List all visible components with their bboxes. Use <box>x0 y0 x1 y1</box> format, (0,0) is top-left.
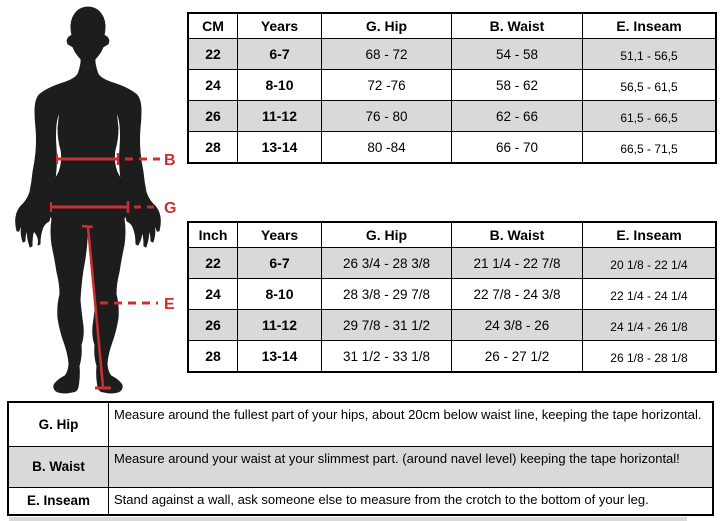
hip-cell: 28 3/8 - 29 7/8 <box>321 278 452 310</box>
label-g: G <box>164 200 176 217</box>
inch-row-26: 26 11-12 29 7/8 - 31 1/2 24 3/8 - 26 24 … <box>187 309 717 341</box>
waist-cell: 26 - 27 1/2 <box>451 340 583 373</box>
years-cell: 11-12 <box>237 100 322 132</box>
hip-cell: 80 -84 <box>321 131 452 164</box>
hip-cell: 68 - 72 <box>321 38 452 70</box>
waist-cell: 66 - 70 <box>451 131 583 164</box>
hip-cell: 29 7/8 - 31 1/2 <box>321 309 452 341</box>
inseam-cell: 51,1 - 56,5 <box>582 38 717 70</box>
definition-description: Stand against a wall, ask someone else t… <box>108 486 714 516</box>
measurement-definitions-table: G. Hip Measure around the fullest part o… <box>7 401 714 516</box>
definition-description: Measure around your waist at your slimme… <box>108 445 714 488</box>
inseam-cell: 66,5 - 71,5 <box>582 131 717 164</box>
definition-term: E. Inseam <box>7 486 109 516</box>
column-header-years: Years <box>237 12 322 39</box>
size-cell: 28 <box>187 340 238 373</box>
waist-cell: 62 - 66 <box>451 100 583 132</box>
size-cell: 26 <box>187 100 238 132</box>
inseam-cell: 20 1/8 - 22 1/4 <box>582 247 717 279</box>
waist-cell: 54 - 58 <box>451 38 583 70</box>
size-cell: 28 <box>187 131 238 164</box>
years-cell: 8-10 <box>237 278 322 310</box>
inch-header-row: Inch Years G. Hip B. Waist E. Inseam <box>187 221 717 248</box>
years-cell: 13-14 <box>237 340 322 373</box>
size-cell: 22 <box>187 247 238 279</box>
inch-row-28: 28 13-14 31 1/2 - 33 1/8 26 - 27 1/2 26 … <box>187 340 717 373</box>
cropped-next-row-strip <box>9 517 687 521</box>
years-cell: 13-14 <box>237 131 322 164</box>
hip-cell: 31 1/2 - 33 1/8 <box>321 340 452 373</box>
body-silhouette-graphic: B G E <box>15 6 176 394</box>
column-header-inseam: E. Inseam <box>582 12 717 39</box>
inseam-measure-line-e <box>81 224 158 390</box>
waist-cell: 22 7/8 - 24 3/8 <box>451 278 583 310</box>
cm-header-row: CM Years G. Hip B. Waist E. Inseam <box>187 12 717 39</box>
inseam-cell: 22 1/4 - 24 1/4 <box>582 278 717 310</box>
column-header-inseam: E. Inseam <box>582 221 717 248</box>
label-b: B <box>164 152 176 169</box>
waist-cell: 58 - 62 <box>451 69 583 101</box>
hip-cell: 72 -76 <box>321 69 452 101</box>
column-header-inch: Inch <box>187 221 238 248</box>
column-header-hip: G. Hip <box>321 221 452 248</box>
cm-row-22: 22 6-7 68 - 72 54 - 58 51,1 - 56,5 <box>187 38 717 70</box>
definition-row-inseam: E. Inseam Stand against a wall, ask some… <box>7 486 714 516</box>
waist-cell: 24 3/8 - 26 <box>451 309 583 341</box>
column-header-years: Years <box>237 221 322 248</box>
cm-row-24: 24 8-10 72 -76 58 - 62 56,5 - 61,5 <box>187 69 717 101</box>
human-silhouette-shape <box>15 6 161 394</box>
years-cell: 6-7 <box>237 38 322 70</box>
definition-term: G. Hip <box>7 401 109 447</box>
inseam-cell: 26 1/8 - 28 1/8 <box>582 340 717 373</box>
years-cell: 8-10 <box>237 69 322 101</box>
definition-row-hip: G. Hip Measure around the fullest part o… <box>7 401 714 447</box>
column-header-waist: B. Waist <box>451 221 583 248</box>
inseam-cell: 56,5 - 61,5 <box>582 69 717 101</box>
definition-row-waist: B. Waist Measure around your waist at yo… <box>7 445 714 488</box>
definition-term: B. Waist <box>7 445 109 488</box>
size-cell: 26 <box>187 309 238 341</box>
size-cell: 24 <box>187 278 238 310</box>
definition-description: Measure around the fullest part of your … <box>108 401 714 447</box>
cm-row-26: 26 11-12 76 - 80 62 - 66 61,5 - 66,5 <box>187 100 717 132</box>
cm-row-28: 28 13-14 80 -84 66 - 70 66,5 - 71,5 <box>187 131 717 164</box>
inch-row-22: 22 6-7 26 3/4 - 28 3/8 21 1/4 - 22 7/8 2… <box>187 247 717 279</box>
body-measurement-figure: B G E <box>0 0 185 400</box>
waist-cell: 21 1/4 - 22 7/8 <box>451 247 583 279</box>
years-cell: 6-7 <box>237 247 322 279</box>
hip-cell: 26 3/4 - 28 3/8 <box>321 247 452 279</box>
label-e: E <box>164 296 175 313</box>
years-cell: 11-12 <box>237 309 322 341</box>
inseam-cell: 61,5 - 66,5 <box>582 100 717 132</box>
size-cell: 24 <box>187 69 238 101</box>
cm-size-table: CM Years G. Hip B. Waist E. Inseam 22 6-… <box>187 12 717 164</box>
size-cell: 22 <box>187 38 238 70</box>
waist-measure-line-b <box>56 153 160 165</box>
column-header-cm: CM <box>187 12 238 39</box>
column-header-waist: B. Waist <box>451 12 583 39</box>
column-header-hip: G. Hip <box>321 12 452 39</box>
inseam-cell: 24 1/4 - 26 1/8 <box>582 309 717 341</box>
inch-row-24: 24 8-10 28 3/8 - 29 7/8 22 7/8 - 24 3/8 … <box>187 278 717 310</box>
hip-measure-line-g <box>50 201 160 213</box>
inch-size-table: Inch Years G. Hip B. Waist E. Inseam 22 … <box>187 221 717 373</box>
hip-cell: 76 - 80 <box>321 100 452 132</box>
